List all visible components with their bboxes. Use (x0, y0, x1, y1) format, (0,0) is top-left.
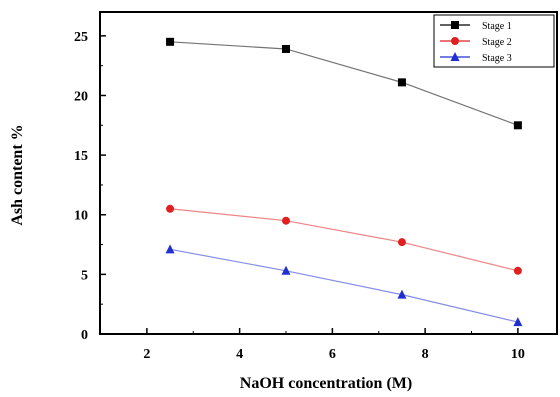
y-tick-label-5: 5 (81, 268, 88, 283)
data-point (166, 204, 175, 213)
data-point (513, 121, 522, 130)
y-axis-title: Ash content % (9, 124, 26, 225)
y-tick-label-20: 20 (74, 89, 88, 104)
legend-label: Stage 2 (482, 37, 512, 48)
y-tick-label-0: 0 (81, 328, 88, 343)
y-tick-label-25: 25 (74, 30, 88, 45)
x-tick-label-6: 6 (329, 347, 336, 362)
series-line-3 (169, 248, 519, 323)
y-tick-label-10: 10 (74, 209, 88, 224)
y-tick-label-15: 15 (74, 149, 88, 164)
data-point (397, 78, 406, 87)
data-point (397, 289, 407, 299)
legend-label: Stage 1 (482, 21, 512, 32)
data-point (397, 238, 406, 247)
series-line-1 (170, 41, 519, 126)
legend: Stage 1 Stage 2 Stage 3 (433, 14, 555, 68)
plot-frame (99, 11, 558, 335)
data-point (166, 37, 175, 46)
x-tick-label-4: 4 (236, 347, 243, 362)
data-point (281, 265, 291, 275)
axes: 2 4 6 8 10 0 5 10 15 20 25 (74, 11, 558, 362)
legend-label: Stage 3 (482, 53, 512, 64)
data-point (513, 317, 523, 327)
x-tick-label-2: 2 (143, 347, 150, 362)
x-tick-label-10: 10 (511, 347, 525, 362)
legend-marker (451, 37, 459, 45)
data-point (165, 244, 175, 254)
x-tick-label-8: 8 (422, 347, 429, 362)
series-line-2 (170, 208, 519, 272)
data-point (282, 216, 290, 225)
legend-marker (451, 21, 459, 29)
data-point (513, 266, 522, 275)
series-markers (165, 37, 523, 327)
legend-marker (450, 52, 460, 61)
data-point (282, 44, 290, 53)
x-axis-title: NaOH concentration (M) (240, 375, 412, 392)
series-lines (169, 41, 519, 323)
